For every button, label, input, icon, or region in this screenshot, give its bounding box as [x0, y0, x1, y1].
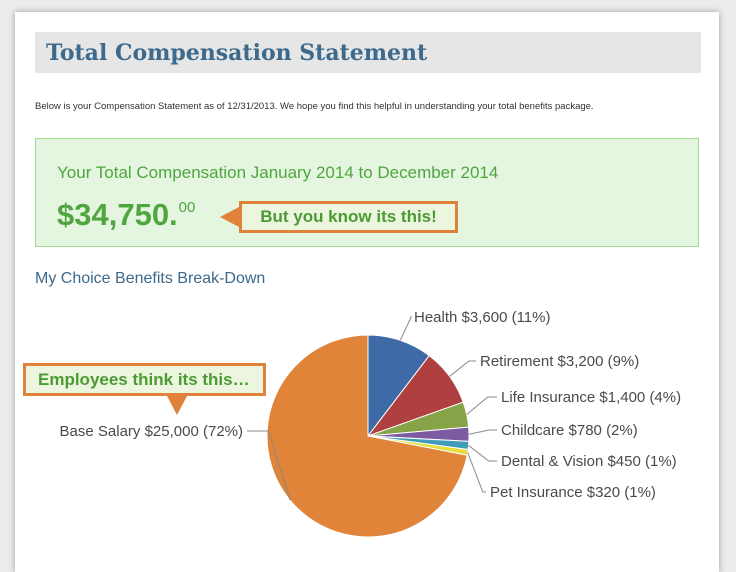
- pie-leader-line: [247, 430, 291, 501]
- pie-slice-label: Childcare $780 (2%): [501, 422, 638, 439]
- benefits-pie-chart: Health $3,600 (11%) Retirement $3,200 (9%…: [60, 309, 681, 538]
- pie-leader-line: [468, 445, 497, 462]
- pie-slice-label: Life Insurance $1,400 (4%): [501, 389, 681, 406]
- pie-leader-line: [468, 429, 497, 435]
- pie-slice-label: Pet Insurance $320 (1%): [490, 484, 656, 501]
- compensation-statement: Total Compensation Statement Below is yo…: [15, 12, 719, 572]
- intro-text: Below is your Compensation Statement as …: [35, 101, 594, 112]
- page-title: Total Compensation Statement: [46, 40, 428, 66]
- pie-slice-label: Retirement $3,200 (9%): [480, 353, 639, 370]
- callout-arrow-down-icon: [167, 396, 187, 415]
- amount-dollars: $34,750.: [57, 197, 178, 232]
- pie-leader-line: [449, 360, 476, 377]
- amount-cents: 00: [178, 199, 196, 216]
- pie-slice-label: Base Salary $25,000 (72%): [60, 423, 243, 440]
- total-compensation-amount: $34,750.00: [57, 197, 195, 233]
- actual-callout: But you know its this!: [239, 201, 458, 233]
- title-bar: Total Compensation Statement: [35, 32, 701, 73]
- pie-slice-label: Health $3,600 (11%): [414, 309, 550, 326]
- total-compensation-box: Your Total Compensation January 2014 to …: [35, 138, 699, 247]
- pie-leader-line: [399, 316, 412, 341]
- total-compensation-heading: Your Total Compensation January 2014 to …: [57, 163, 499, 182]
- pie-leader-line: [466, 396, 497, 415]
- callout-arrow-left-icon: [220, 207, 239, 227]
- pie-slice-label: Dental & Vision $450 (1%): [501, 453, 677, 470]
- benefits-breakdown-title: My Choice Benefits Break-Down: [35, 270, 266, 287]
- perceived-callout: Employees think its this…: [23, 363, 266, 396]
- pie-leader-line: [467, 452, 486, 493]
